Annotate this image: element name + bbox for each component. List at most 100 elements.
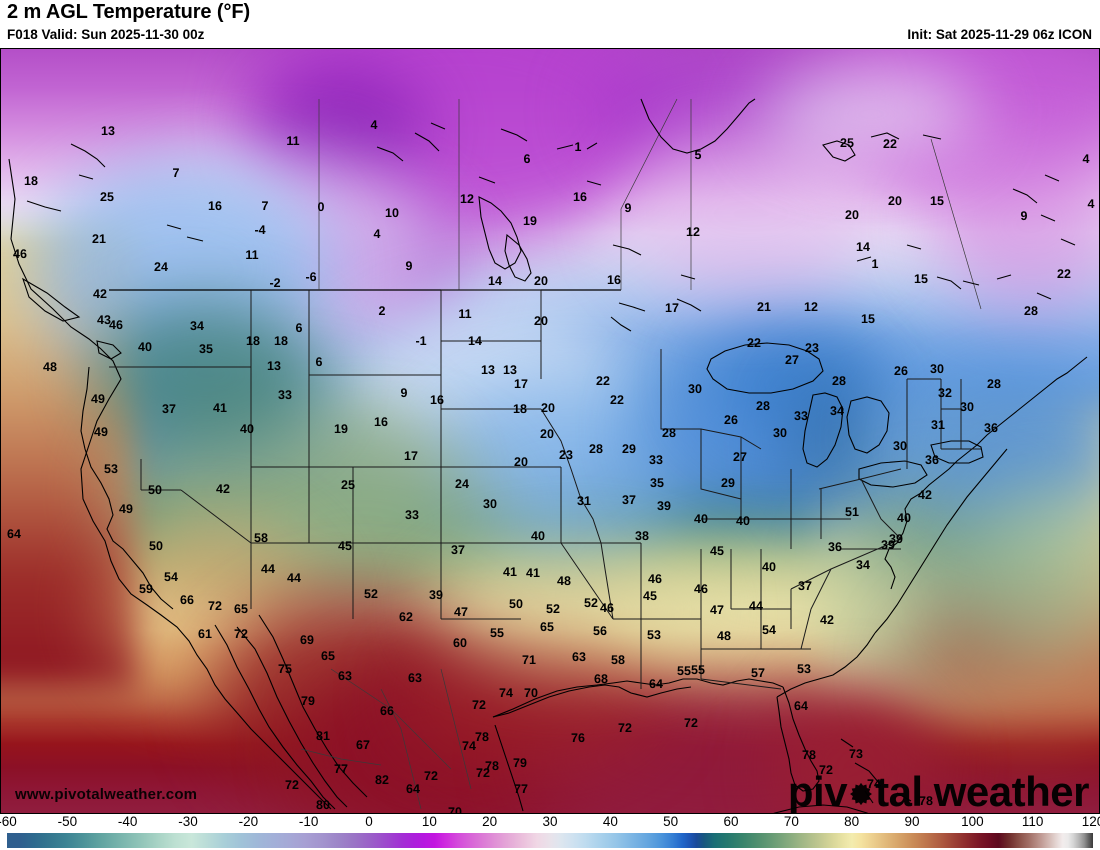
temperature-label: 20 — [540, 427, 554, 441]
temperature-label: 34 — [856, 558, 870, 572]
temperature-label: 11 — [245, 248, 259, 262]
temperature-label: -4 — [254, 223, 266, 237]
temperature-label: 2 — [378, 304, 386, 318]
temperature-label: 62 — [399, 610, 413, 624]
temperature-label: 11 — [458, 307, 472, 321]
temperature-label: 48 — [43, 360, 57, 374]
temperature-label: 33 — [278, 388, 292, 402]
colorbar-tick: 90 — [904, 814, 920, 829]
temperature-label: 64 — [406, 782, 420, 796]
colorbar-tick: 10 — [421, 814, 437, 829]
temperature-label: 22 — [1057, 267, 1071, 281]
temperature-label: 63 — [572, 650, 586, 664]
temperature-label: 55 — [490, 626, 504, 640]
temperature-label: 42 — [820, 613, 834, 627]
temperature-label: 18 — [246, 334, 260, 348]
page-title: 2 m AGL Temperature (°F) — [7, 1, 251, 23]
colorbar-gradient[interactable] — [7, 833, 1093, 848]
colorbar-tick: -40 — [117, 814, 138, 829]
colorbar-tick: 80 — [844, 814, 860, 829]
colorbar-tick: -60 — [0, 814, 17, 829]
temperature-label: 27 — [785, 353, 799, 367]
temperature-label: 37 — [451, 543, 465, 557]
temperature-label: 4 — [1082, 152, 1090, 166]
temperature-label: 48 — [557, 574, 571, 588]
map-header: 2 m AGL Temperature (°F) F018 Valid: Sun… — [0, 0, 1100, 48]
temperature-label: 80 — [316, 798, 330, 812]
temperature-label: 16 — [607, 273, 621, 287]
temperature-label: 65 — [540, 620, 554, 634]
temperature-label: 34 — [190, 319, 204, 333]
temperature-label: 40 — [138, 340, 152, 354]
temperature-label: 20 — [541, 401, 555, 415]
temperature-label: 6 — [315, 355, 323, 369]
temperature-label: 9 — [624, 201, 632, 215]
colorbar-tick: 50 — [663, 814, 679, 829]
colorbar-tick: 20 — [482, 814, 498, 829]
temperature-label: 44 — [287, 571, 301, 585]
temperature-label: 78 — [802, 748, 816, 762]
temperature-label: 16 — [208, 199, 222, 213]
temperature-label: 77 — [514, 782, 528, 796]
temperature-label: 17 — [665, 301, 679, 315]
temperature-label: -1 — [415, 334, 427, 348]
temperature-label: 53 — [797, 662, 811, 676]
temperature-label: 17 — [514, 377, 528, 391]
temperature-label: 12 — [460, 192, 474, 206]
temperature-label: 57 — [751, 666, 765, 680]
temperature-label: 52 — [584, 596, 598, 610]
temperature-label: 79 — [513, 756, 527, 770]
temperature-label: 78 — [919, 794, 933, 808]
temperature-label: 40 — [240, 422, 254, 436]
colorbar-tick: 40 — [602, 814, 618, 829]
temperature-label: 48 — [717, 629, 731, 643]
temperature-label: 29 — [622, 442, 636, 456]
temperature-label: 13 — [503, 363, 517, 377]
temperature-label: 69 — [300, 633, 314, 647]
temperature-label: 22 — [610, 393, 624, 407]
map-canvas[interactable]: 13 11 18 7 25 16 7 0 10 21 -4 4 24 11 -6 -2 9 46 42 43 34 18 4… — [0, 48, 1100, 814]
temperature-label: 46 — [694, 582, 708, 596]
temperature-label: 63 — [338, 669, 352, 683]
temperature-label: 27 — [733, 450, 747, 464]
temperature-label: 30 — [688, 382, 702, 396]
temperature-label: 0 — [317, 200, 325, 214]
temperature-label: -2 — [269, 276, 281, 290]
temperature-label: 31 — [577, 494, 591, 508]
temperature-label: 81 — [316, 729, 330, 743]
temperature-label: 36 — [984, 421, 998, 435]
temperature-label: 18 — [513, 402, 527, 416]
temperature-label: 49 — [119, 502, 133, 516]
temperature-label: 58 — [254, 531, 268, 545]
temperature-label: 82 — [375, 773, 389, 787]
temperature-label: 65 — [321, 649, 335, 663]
temperature-label: 13 — [101, 124, 115, 138]
temperature-label: 12 — [804, 300, 818, 314]
temperature-label: 30 — [893, 439, 907, 453]
temperature-label: 4 — [373, 227, 381, 241]
temperature-label: 28 — [756, 399, 770, 413]
temperature-label: 15 — [914, 272, 928, 286]
temperature-label: 63 — [408, 671, 422, 685]
temperature-label: 50 — [148, 483, 162, 497]
temperature-label: 64 — [7, 527, 21, 541]
temperature-label: 10 — [385, 206, 399, 220]
temperature-label: 79 — [301, 694, 315, 708]
temperature-label: 39 — [881, 538, 895, 552]
temperature-label: 41 — [213, 401, 227, 415]
gear-icon — [848, 780, 874, 806]
temperature-label: 72 — [476, 766, 490, 780]
temperature-label: 52 — [364, 587, 378, 601]
colorbar-tick: 0 — [365, 814, 373, 829]
temperature-label: 28 — [832, 374, 846, 388]
temperature-label: 74 — [867, 777, 881, 791]
temperature-label: 24 — [154, 260, 168, 274]
temperature-label: 30 — [483, 497, 497, 511]
temperature-label: 4 — [1087, 197, 1095, 211]
temperature-label: 36 — [925, 453, 939, 467]
temperature-label: 28 — [589, 442, 603, 456]
temperature-label: 56 — [593, 624, 607, 638]
temperature-label: 51 — [845, 505, 859, 519]
valid-time-label: F018 Valid: Sun 2025-11-30 00z — [7, 27, 205, 42]
temperature-label: 42 — [918, 488, 932, 502]
